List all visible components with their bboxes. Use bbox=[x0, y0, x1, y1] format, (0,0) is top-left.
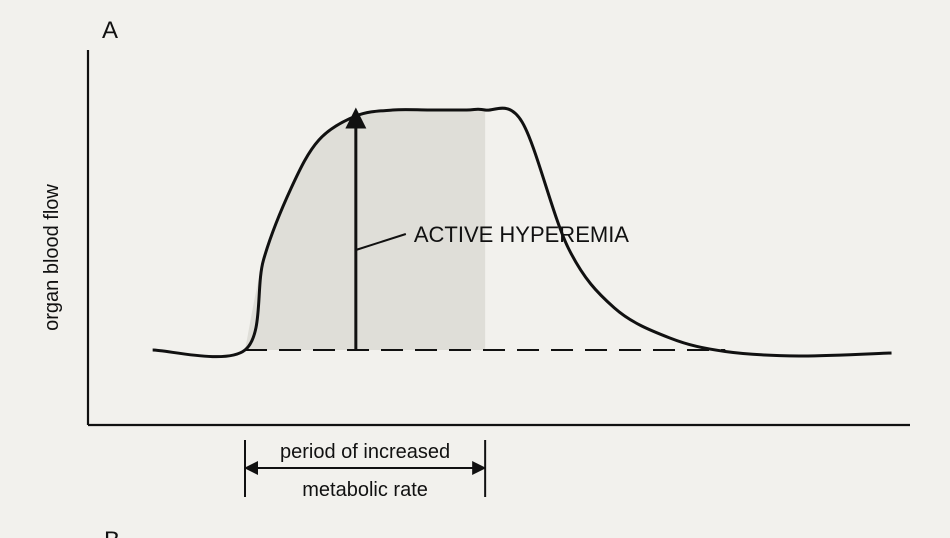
hyperemia-shaded-area bbox=[245, 109, 486, 350]
annotation-active-hyperemia: ACTIVE HYPEREMIA bbox=[414, 222, 629, 247]
period-bracket: period of increased metabolic rate bbox=[244, 440, 487, 501]
series-layer bbox=[152, 106, 892, 359]
panel-label-a: A bbox=[102, 17, 118, 44]
blood-flow-line bbox=[152, 106, 892, 359]
period-label-line-1: period of increased bbox=[280, 441, 450, 463]
chart-plot-area: ACTIVE HYPEREMIA bbox=[86, 50, 910, 427]
period-label-line-2: metabolic rate bbox=[302, 479, 428, 501]
annotation-leader-line bbox=[355, 233, 407, 251]
y-axis-label: organ blood flow bbox=[41, 184, 63, 331]
panel-label-b: B bbox=[104, 527, 120, 538]
